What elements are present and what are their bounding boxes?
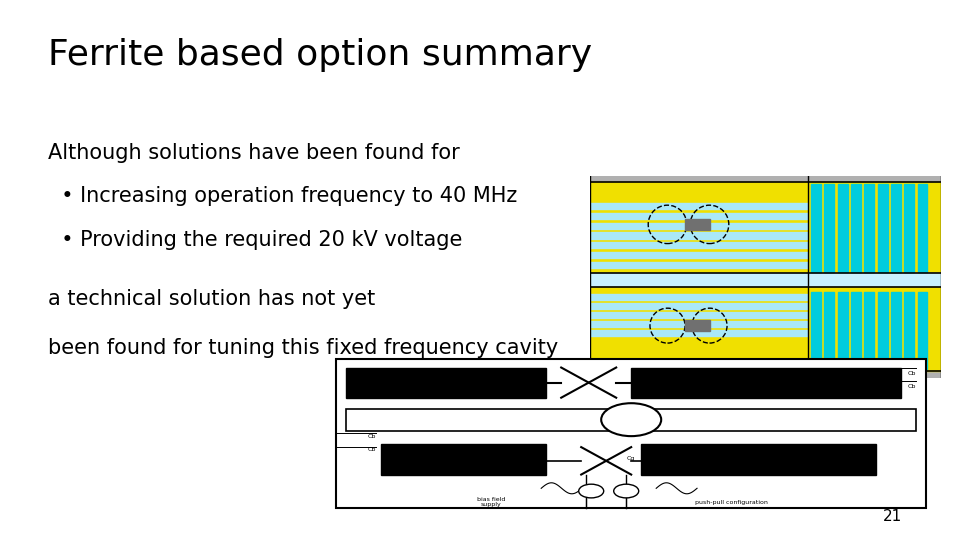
- Bar: [590, 287, 941, 371]
- Bar: [590, 222, 807, 229]
- Bar: [590, 252, 807, 258]
- Bar: [852, 293, 861, 369]
- Bar: [632, 368, 901, 397]
- Text: been found for tuning this fixed frequency cavity: been found for tuning this fixed frequen…: [48, 338, 559, 357]
- Bar: [590, 312, 807, 318]
- Bar: [877, 293, 888, 369]
- Bar: [590, 232, 807, 239]
- Bar: [590, 321, 807, 327]
- Text: Cg: Cg: [627, 456, 636, 461]
- Text: 21: 21: [883, 509, 902, 524]
- Circle shape: [613, 484, 638, 498]
- Bar: [904, 293, 914, 369]
- Text: Although solutions have been found for: Although solutions have been found for: [48, 143, 460, 163]
- Bar: [904, 184, 914, 272]
- Bar: [590, 183, 941, 273]
- Bar: [590, 203, 807, 210]
- Text: • Increasing operation frequency to 40 MHz: • Increasing operation frequency to 40 M…: [48, 186, 517, 206]
- Bar: [838, 184, 848, 272]
- Bar: [590, 302, 807, 309]
- Bar: [641, 444, 876, 475]
- Bar: [590, 273, 941, 287]
- Text: a technical solution has not yet: a technical solution has not yet: [48, 289, 375, 309]
- Bar: [877, 184, 888, 272]
- Bar: [811, 293, 821, 369]
- Bar: [838, 293, 848, 369]
- Text: Cb: Cb: [908, 370, 916, 375]
- Bar: [347, 409, 916, 431]
- Bar: [825, 184, 834, 272]
- Text: push-pull configuration: push-pull configuration: [695, 500, 768, 504]
- Text: • Providing the required 20 kV voltage: • Providing the required 20 kV voltage: [48, 230, 463, 249]
- Text: Cb: Cb: [908, 384, 916, 389]
- Bar: [918, 293, 927, 369]
- Text: Cb: Cb: [368, 434, 376, 438]
- Bar: [590, 213, 807, 219]
- Bar: [590, 294, 807, 300]
- Circle shape: [601, 403, 661, 436]
- Bar: [864, 293, 875, 369]
- Bar: [811, 184, 821, 272]
- Bar: [685, 320, 709, 331]
- Bar: [825, 293, 834, 369]
- Bar: [590, 262, 807, 268]
- Bar: [891, 184, 900, 272]
- Bar: [891, 293, 900, 369]
- Text: bias field
supply: bias field supply: [477, 497, 505, 508]
- Bar: [347, 368, 546, 397]
- Bar: [685, 219, 709, 230]
- Bar: [590, 330, 807, 336]
- Bar: [852, 184, 861, 272]
- Text: Cb: Cb: [368, 447, 376, 453]
- Circle shape: [579, 484, 604, 498]
- Bar: [918, 184, 927, 272]
- Bar: [381, 444, 546, 475]
- Bar: [864, 184, 875, 272]
- Bar: [590, 242, 807, 248]
- Text: Ferrite based option summary: Ferrite based option summary: [48, 38, 592, 72]
